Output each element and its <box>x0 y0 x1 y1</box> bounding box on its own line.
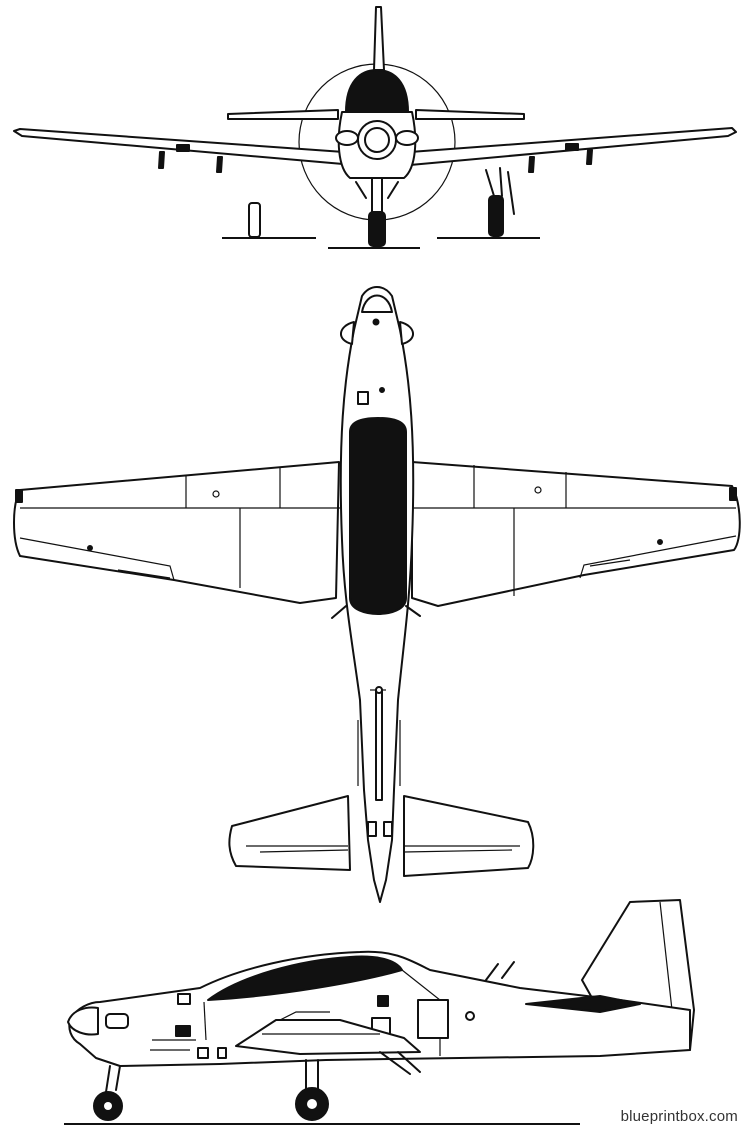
watermark: blueprintbox.com <box>620 1108 738 1125</box>
front-nose-wheel <box>368 211 386 247</box>
top-right-stabilizer <box>403 795 535 877</box>
front-fin <box>373 6 385 71</box>
top-canopy <box>349 417 407 615</box>
side-canopy <box>207 955 403 1001</box>
front-main-wheel <box>488 195 504 237</box>
top-right-wing <box>411 461 741 607</box>
top-left-wing <box>13 461 340 604</box>
top-left-stabilizer <box>228 795 351 871</box>
front-view <box>13 6 737 249</box>
top-view <box>13 286 741 903</box>
side-wing-store <box>235 1019 421 1055</box>
front-spinner <box>364 127 390 153</box>
side-view <box>64 899 695 1125</box>
side-fin-fillet <box>525 995 641 1013</box>
side-fuselage <box>68 950 691 1067</box>
side-spinner <box>67 1006 99 1036</box>
top-spinner <box>361 294 393 313</box>
front-canopy <box>345 69 409 113</box>
